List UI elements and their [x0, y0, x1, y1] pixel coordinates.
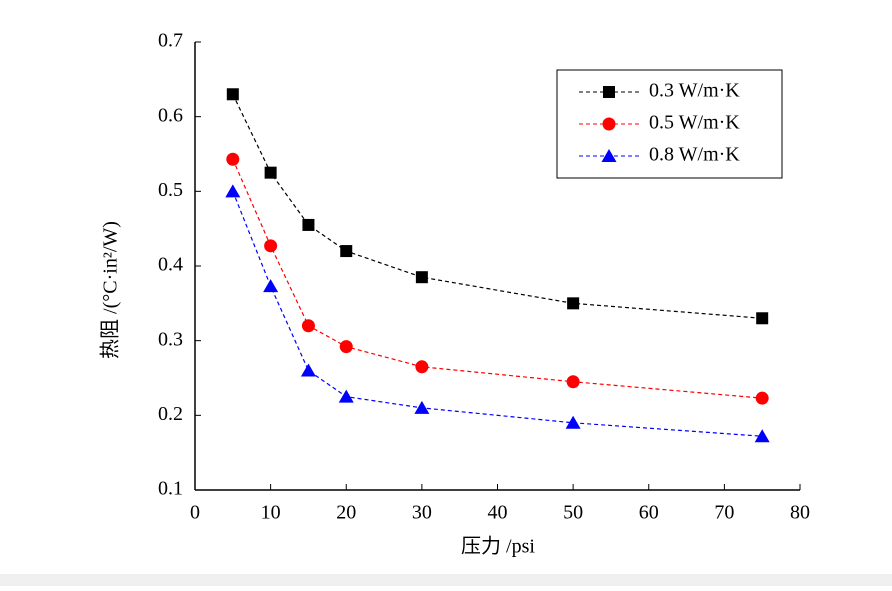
x-tick-label: 40	[488, 502, 508, 524]
marker	[566, 375, 580, 389]
marker	[415, 360, 429, 374]
x-tick-label: 80	[790, 502, 810, 524]
x-axis-label: 压力 /psi	[461, 535, 535, 558]
y-axis-label: 热阻 /(°C·in²/W)	[99, 221, 122, 359]
y-tick-label: 0.6	[158, 104, 183, 126]
marker	[415, 271, 428, 284]
y-tick-label: 0.2	[158, 403, 183, 425]
series-line	[232, 158, 763, 399]
marker	[264, 239, 278, 253]
marker	[302, 218, 315, 231]
x-tick-label: 30	[412, 502, 432, 524]
marker	[226, 152, 240, 166]
y-tick-label: 0.3	[158, 328, 183, 350]
marker	[565, 415, 581, 429]
marker	[414, 400, 430, 414]
y-tick-label: 0.4	[158, 254, 183, 276]
x-tick-label: 10	[261, 502, 281, 524]
marker	[602, 117, 616, 131]
marker	[756, 312, 769, 325]
marker	[755, 391, 769, 405]
marker	[226, 88, 239, 101]
y-tick-label: 0.5	[158, 179, 183, 201]
y-tick-label: 0.7	[158, 30, 183, 52]
legend-label: 0.8 W/m·K	[649, 144, 740, 166]
marker	[339, 340, 353, 354]
marker	[754, 429, 770, 443]
x-tick-label: 50	[563, 502, 583, 524]
marker	[338, 389, 354, 403]
marker	[225, 184, 241, 198]
marker	[264, 166, 277, 179]
x-tick-label: 20	[336, 502, 356, 524]
marker	[601, 149, 617, 162]
legend-label: 0.3 W/m·K	[649, 80, 740, 102]
marker	[301, 319, 315, 333]
y-tick-label: 0.1	[158, 478, 183, 500]
marker	[340, 245, 353, 258]
x-tick-label: 70	[714, 502, 734, 524]
marker	[567, 297, 580, 310]
marker	[603, 86, 615, 98]
x-tick-label: 60	[639, 502, 659, 524]
bottom-bar	[0, 574, 892, 586]
x-tick-label: 0	[190, 502, 200, 524]
marker	[263, 279, 279, 293]
marker	[300, 363, 316, 377]
legend-label: 0.5 W/m·K	[649, 112, 740, 134]
